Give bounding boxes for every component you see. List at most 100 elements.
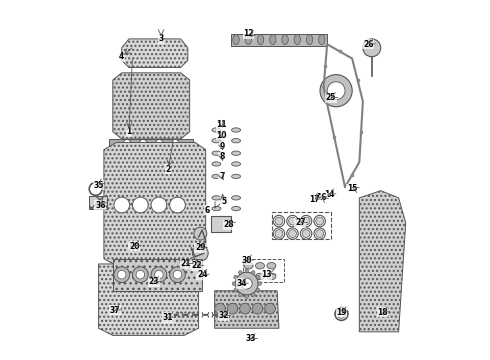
Circle shape (132, 197, 148, 213)
Circle shape (314, 228, 325, 239)
Circle shape (114, 267, 130, 283)
Circle shape (265, 303, 275, 314)
Circle shape (234, 275, 238, 279)
Text: 23: 23 (148, 277, 159, 286)
Ellipse shape (232, 174, 241, 179)
Text: 14: 14 (324, 190, 334, 199)
Circle shape (155, 139, 163, 147)
Polygon shape (359, 191, 406, 332)
Text: 22: 22 (192, 261, 202, 270)
Circle shape (245, 295, 248, 298)
Circle shape (215, 303, 225, 314)
Circle shape (300, 215, 312, 227)
Circle shape (242, 278, 252, 289)
Circle shape (136, 270, 145, 279)
Ellipse shape (256, 273, 265, 280)
Polygon shape (113, 258, 202, 291)
Ellipse shape (256, 262, 265, 269)
Ellipse shape (282, 35, 288, 45)
Text: 19: 19 (336, 308, 347, 317)
Circle shape (289, 230, 296, 238)
Ellipse shape (212, 174, 221, 179)
Text: 11: 11 (217, 120, 227, 129)
Ellipse shape (232, 151, 241, 156)
Text: 34: 34 (236, 279, 246, 288)
Circle shape (239, 293, 242, 297)
Text: 3: 3 (158, 35, 164, 44)
Polygon shape (109, 139, 193, 148)
Text: 10: 10 (217, 131, 227, 140)
Ellipse shape (232, 206, 241, 211)
Text: 32: 32 (219, 311, 229, 320)
Polygon shape (122, 39, 188, 67)
Polygon shape (98, 264, 198, 336)
Circle shape (239, 271, 242, 274)
Polygon shape (113, 73, 190, 139)
Circle shape (256, 275, 260, 279)
Ellipse shape (244, 262, 253, 269)
Text: 2: 2 (166, 165, 171, 174)
Circle shape (273, 228, 285, 239)
Text: 16: 16 (317, 193, 327, 202)
Text: 24: 24 (197, 270, 207, 279)
Circle shape (287, 215, 298, 227)
Circle shape (316, 217, 323, 225)
Circle shape (240, 303, 250, 314)
Circle shape (172, 139, 179, 147)
Text: 15: 15 (347, 184, 357, 193)
Circle shape (235, 272, 258, 295)
Circle shape (289, 217, 296, 225)
Text: 25: 25 (325, 93, 336, 102)
Text: 31: 31 (163, 313, 173, 322)
Text: 13: 13 (261, 270, 271, 279)
Text: 35: 35 (94, 181, 104, 190)
Polygon shape (215, 291, 279, 328)
Circle shape (132, 267, 148, 283)
Polygon shape (104, 143, 206, 266)
Ellipse shape (244, 273, 253, 280)
Ellipse shape (232, 162, 241, 166)
Circle shape (256, 288, 260, 292)
Circle shape (275, 230, 283, 238)
Ellipse shape (267, 262, 276, 269)
Bar (243, 258, 284, 282)
Circle shape (314, 215, 325, 227)
Circle shape (316, 230, 323, 238)
Circle shape (227, 303, 238, 314)
Circle shape (193, 246, 208, 261)
Ellipse shape (267, 273, 276, 280)
Text: 37: 37 (109, 306, 120, 315)
Circle shape (302, 230, 310, 238)
Circle shape (258, 282, 262, 285)
Text: 5: 5 (221, 197, 226, 206)
Bar (211, 216, 231, 232)
Text: 29: 29 (195, 243, 206, 252)
Polygon shape (231, 33, 327, 46)
Circle shape (300, 228, 312, 239)
Text: 9: 9 (219, 141, 224, 150)
Circle shape (252, 303, 263, 314)
Circle shape (273, 215, 285, 227)
Circle shape (302, 217, 310, 225)
Circle shape (155, 270, 163, 279)
Circle shape (114, 197, 130, 213)
Circle shape (251, 271, 255, 274)
Circle shape (251, 293, 255, 297)
Circle shape (118, 270, 126, 279)
Ellipse shape (232, 196, 241, 200)
Circle shape (232, 282, 236, 285)
Text: 21: 21 (181, 260, 191, 269)
Circle shape (245, 269, 248, 273)
Text: 26: 26 (363, 40, 373, 49)
Bar (89, 196, 107, 208)
Circle shape (173, 270, 182, 279)
Ellipse shape (232, 139, 241, 143)
Ellipse shape (212, 162, 221, 166)
Text: 17: 17 (309, 195, 320, 204)
Circle shape (327, 82, 345, 100)
Ellipse shape (212, 139, 221, 143)
Circle shape (234, 288, 238, 292)
Circle shape (287, 228, 298, 239)
Text: 1: 1 (126, 127, 131, 136)
Text: 12: 12 (244, 29, 254, 38)
